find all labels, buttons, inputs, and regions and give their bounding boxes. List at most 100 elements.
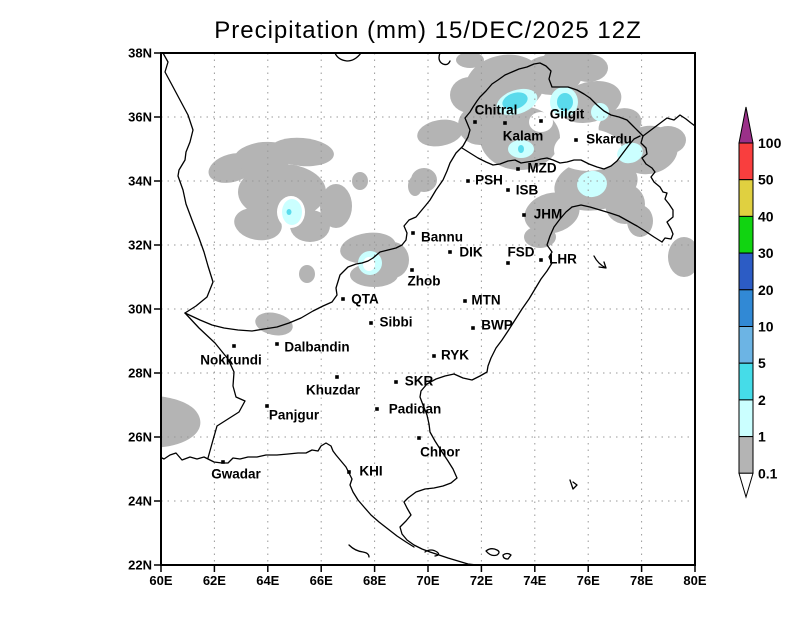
legend-segment (738, 436, 754, 474)
city-dot (335, 375, 339, 379)
axis-labels: 60E 62E 64E 66E 68E 70E 72E 74E 76E 78E 80E 38N 36N 3… (128, 46, 707, 589)
precip-area-dark (557, 93, 573, 111)
city-dot (522, 213, 526, 217)
y-tick-label: 30N (128, 302, 152, 317)
country-borders (161, 53, 695, 565)
city-bannu: Bannu (411, 230, 463, 245)
y-tick-label: 22N (128, 558, 152, 573)
city-padidan: Padidan (375, 402, 441, 417)
legend-segment (738, 326, 754, 364)
city-dot (506, 261, 510, 265)
precip-area-gray (299, 265, 315, 283)
border-path (502, 552, 512, 560)
city-chhor: Chhor (417, 436, 461, 460)
precip-area-gray (650, 126, 686, 154)
precip-area-gray (238, 164, 326, 220)
city-label: Zhob (408, 274, 441, 289)
city-label: Padidan (389, 402, 442, 417)
x-tick-label: 78E (630, 573, 653, 588)
x-tick-label: 62E (203, 573, 226, 588)
city-dot (347, 470, 351, 474)
precip-area-gray (255, 312, 293, 336)
legend-value-label: 40 (758, 208, 774, 224)
city-dot (466, 179, 470, 183)
border-path (161, 442, 415, 548)
precip-area-gray (627, 205, 653, 237)
legend-segment (738, 399, 754, 438)
city-panjgur: Panjgur (265, 404, 320, 423)
legend-segment (738, 252, 754, 291)
legend-segment (738, 289, 754, 327)
x-tick-label: 72E (470, 573, 493, 588)
precip-area-gray (524, 192, 580, 234)
city-dot (503, 121, 507, 125)
city-jhm: JHM (522, 207, 562, 222)
city-khuzdar: Khuzdar (306, 375, 361, 398)
border-path (162, 53, 214, 314)
legend-segment (738, 142, 754, 181)
precip-area-gray (270, 137, 334, 167)
city-skr: SKR (394, 374, 433, 389)
legend-value-label: 30 (758, 245, 774, 261)
precip-area-gray (320, 184, 352, 228)
border-path (348, 544, 370, 558)
precip-area-gray (352, 172, 368, 190)
border-path (485, 548, 500, 557)
city-gilgit: Gilgit (539, 107, 585, 123)
city-label: Skardu (586, 132, 632, 147)
border-path (593, 255, 607, 269)
border-path (438, 53, 451, 66)
legend-value-label: 20 (758, 282, 774, 298)
city-isb: ISB (506, 183, 538, 198)
city-kalam: Kalam (503, 121, 544, 144)
legend-value-label: 1 (758, 429, 766, 445)
x-tick-label: 70E (416, 573, 439, 588)
city-dot (341, 297, 345, 301)
border-path (571, 204, 663, 243)
city-label: MZD (527, 161, 556, 176)
city-qta: QTA (341, 292, 379, 307)
precip-area-gray (417, 119, 463, 147)
legend-value-label: 100 (758, 135, 782, 151)
border-path (184, 62, 644, 332)
legend-value-label: 50 (758, 172, 774, 188)
city-label: Dalbandin (284, 340, 349, 355)
city-chitral: Chitral (473, 103, 517, 124)
x-tick-label: 66E (310, 573, 333, 588)
city-label: Kalam (503, 129, 544, 144)
y-tick-label: 38N (128, 46, 152, 61)
city-fsd: FSD (506, 245, 535, 265)
border-path (334, 53, 362, 62)
city-label: QTA (351, 292, 379, 307)
precip-area-gray (234, 207, 282, 241)
city-dot (448, 250, 452, 254)
precip-area-pale (282, 199, 302, 225)
precip-area-pale (577, 170, 607, 198)
y-tick-label: 36N (128, 110, 152, 125)
city-label: RYK (441, 348, 469, 363)
x-tick-label: 76E (577, 573, 600, 588)
city-bwp: BWP (471, 318, 513, 333)
city-mzd: MZD (516, 161, 557, 176)
precip-area-gray (544, 53, 592, 67)
city-label: DIK (459, 245, 483, 260)
border-path (399, 206, 573, 565)
city-label: FSD (508, 245, 535, 260)
precip-area-dark (286, 209, 292, 215)
city-dot (265, 404, 269, 408)
y-tick-label: 28N (128, 366, 152, 381)
legend-arrow-top (738, 106, 754, 144)
city-label: Khuzdar (306, 383, 361, 398)
legend-value-label: 0.1 (758, 465, 778, 481)
city-label: Nokkundi (200, 353, 262, 368)
city-khi: KHI (347, 464, 383, 479)
city-sibbi: Sibbi (369, 315, 413, 330)
legend-arrow-bottom (738, 472, 754, 499)
y-tick-label: 26N (128, 430, 152, 445)
legend-value-label: 5 (758, 355, 766, 371)
city-psh: PSH (466, 173, 503, 188)
city-lhr: LHR (539, 252, 577, 267)
city-dot (473, 120, 477, 124)
